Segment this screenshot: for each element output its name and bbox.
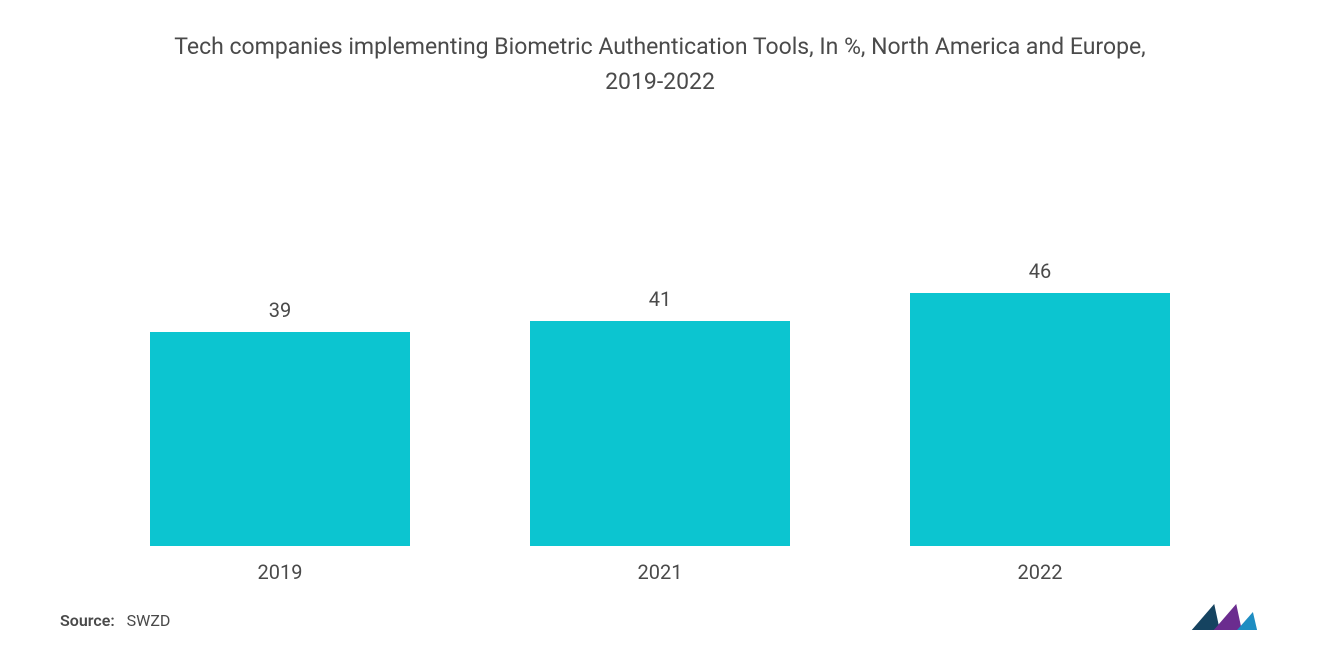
brand-logo	[1196, 604, 1260, 630]
bar-category-label: 2019	[258, 560, 303, 584]
bar-value-label: 39	[269, 298, 291, 322]
bar-category-label: 2022	[1018, 560, 1063, 584]
bar-group-1: 41 2021	[520, 287, 800, 585]
bar-value-label: 41	[649, 287, 671, 311]
chart-footer: Source: SWZD	[50, 604, 1270, 635]
source-label: Source:	[60, 611, 115, 630]
bar-2	[910, 293, 1170, 546]
bar-1	[530, 321, 790, 547]
chart-title: Tech companies implementing Biometric Au…	[50, 30, 1270, 99]
source-value: SWZD	[127, 611, 171, 630]
logo-triangle-icon	[1237, 612, 1263, 630]
bar-0	[150, 332, 410, 547]
bar-group-0: 39 2019	[140, 298, 420, 585]
bar-category-label: 2021	[638, 560, 683, 584]
bar-value-label: 46	[1029, 259, 1051, 283]
chart-container: Tech companies implementing Biometric Au…	[0, 0, 1320, 665]
bar-group-2: 46 2022	[900, 259, 1180, 584]
source-line: Source: SWZD	[60, 611, 170, 630]
plot-area: 39 2019 41 2021 46 2022	[50, 109, 1270, 604]
